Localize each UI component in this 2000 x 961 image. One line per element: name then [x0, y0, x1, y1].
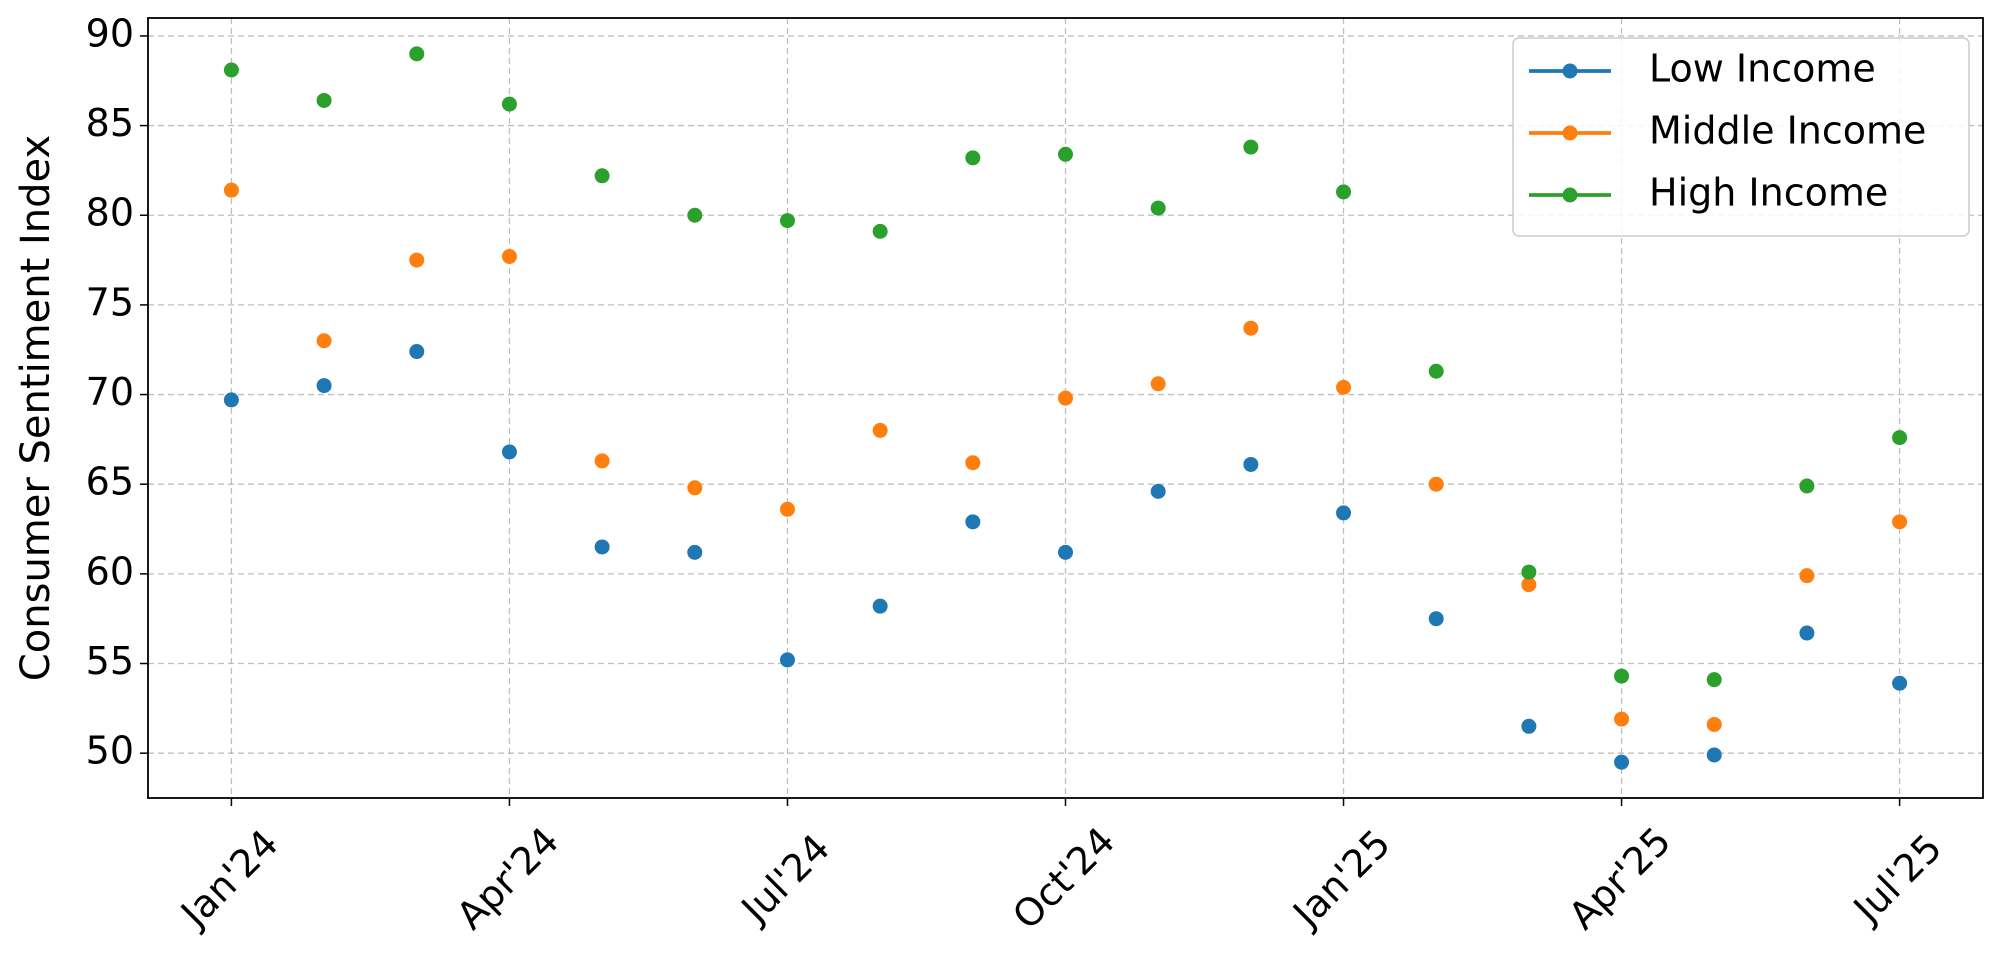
data-point [1243, 320, 1259, 336]
data-point [779, 652, 795, 668]
data-point [409, 252, 425, 268]
y-tick-label: 65 [86, 460, 134, 504]
data-point [316, 333, 332, 349]
data-point [1706, 747, 1722, 763]
x-tick-label: Jul'25 [1844, 826, 1951, 933]
plot-frame [147, 17, 1984, 799]
legend-label: Middle Income [1649, 109, 1926, 153]
data-point [1521, 718, 1537, 734]
data-point [316, 92, 332, 108]
data-point [409, 46, 425, 62]
data-point [687, 207, 703, 223]
data-point [1428, 476, 1444, 492]
data-point [501, 444, 517, 460]
data-point [501, 248, 517, 264]
y-tick-label: 80 [86, 191, 134, 235]
x-tick-label: Apr'24 [448, 819, 567, 938]
data-point [316, 378, 332, 394]
data-point [1058, 146, 1073, 162]
y-tick-label: 70 [86, 370, 134, 414]
data-point [1799, 568, 1815, 584]
data-point [1243, 456, 1259, 472]
data-point [1150, 376, 1166, 392]
legend-marker [1562, 187, 1578, 203]
data-point [779, 501, 795, 517]
y-tick-label: 60 [86, 549, 134, 593]
data-point [501, 96, 517, 112]
data-point [1428, 363, 1444, 379]
data-point [594, 168, 610, 184]
data-point [1614, 754, 1630, 770]
x-tick-label: Jul'24 [732, 826, 839, 933]
x-tick-label: Apr'25 [1560, 819, 1679, 938]
x-tick-label: Jan'24 [171, 821, 287, 937]
data-point [1706, 672, 1722, 688]
data-point [1614, 711, 1630, 727]
y-tick-label: 50 [86, 729, 134, 773]
data-point [1799, 625, 1815, 641]
data-point [687, 544, 703, 560]
legend-label: High Income [1649, 171, 1888, 215]
data-point [1892, 675, 1908, 691]
data-point [223, 392, 239, 408]
data-point [1521, 577, 1537, 593]
data-point [1150, 483, 1166, 499]
data-point [965, 455, 981, 471]
data-point [1428, 611, 1444, 627]
data-point [1243, 139, 1259, 155]
data-point [779, 213, 795, 229]
legend-box [1512, 37, 1970, 237]
data-point [1706, 716, 1722, 732]
y-tick-label: 90 [86, 11, 134, 55]
data-point [594, 539, 610, 555]
y-tick-label: 75 [86, 280, 134, 324]
data-point [965, 150, 981, 166]
data-point [1614, 668, 1630, 684]
data-point [223, 182, 239, 198]
data-point [872, 223, 888, 239]
data-point [687, 480, 703, 496]
y-axis-label: Consumer Sentiment Index [13, 135, 59, 681]
data-point [1892, 514, 1908, 530]
data-point [872, 598, 888, 614]
data-point [872, 422, 888, 438]
data-point [1799, 478, 1815, 494]
x-tick-label: Jan'25 [1283, 821, 1399, 937]
data-point [1336, 184, 1352, 200]
data-point [594, 453, 610, 469]
legend-label: Low Income [1649, 47, 1876, 91]
legend: Low Income Middle Income High Income [1512, 37, 1970, 237]
y-tick-label: 85 [86, 101, 134, 145]
data-point [1058, 544, 1073, 560]
x-tick-label: Oct'24 [1004, 819, 1123, 938]
legend-marker [1562, 63, 1578, 79]
data-point [1521, 564, 1537, 580]
data-point [409, 344, 425, 360]
data-point [1336, 505, 1352, 521]
data-point [223, 62, 239, 78]
data-point [965, 514, 981, 530]
data-point [1892, 430, 1908, 446]
legend-marker [1562, 125, 1578, 141]
data-point [1150, 200, 1166, 216]
data-point [1058, 390, 1073, 406]
data-point [1336, 379, 1352, 395]
y-tick-label: 55 [86, 639, 134, 683]
